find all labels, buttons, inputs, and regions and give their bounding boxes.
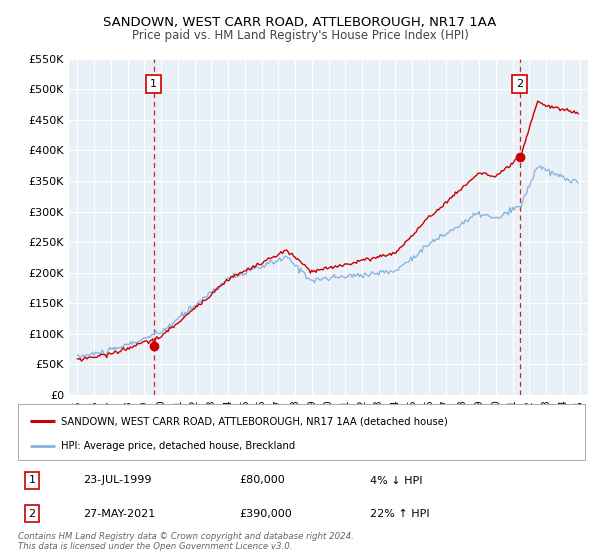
Text: Price paid vs. HM Land Registry's House Price Index (HPI): Price paid vs. HM Land Registry's House …	[131, 29, 469, 42]
Text: SANDOWN, WEST CARR ROAD, ATTLEBOROUGH, NR17 1AA (detached house): SANDOWN, WEST CARR ROAD, ATTLEBOROUGH, N…	[61, 416, 447, 426]
Text: 27-MAY-2021: 27-MAY-2021	[83, 508, 155, 519]
Text: This data is licensed under the Open Government Licence v3.0.: This data is licensed under the Open Gov…	[18, 542, 293, 550]
Text: 2: 2	[516, 79, 523, 89]
Text: SANDOWN, WEST CARR ROAD, ATTLEBOROUGH, NR17 1AA: SANDOWN, WEST CARR ROAD, ATTLEBOROUGH, N…	[103, 16, 497, 29]
Text: £390,000: £390,000	[239, 508, 292, 519]
Text: £80,000: £80,000	[239, 475, 285, 486]
Text: 2: 2	[29, 508, 36, 519]
Text: 23-JUL-1999: 23-JUL-1999	[83, 475, 152, 486]
Text: Contains HM Land Registry data © Crown copyright and database right 2024.: Contains HM Land Registry data © Crown c…	[18, 532, 354, 541]
Text: 1: 1	[29, 475, 35, 486]
Text: HPI: Average price, detached house, Breckland: HPI: Average price, detached house, Brec…	[61, 441, 295, 451]
Text: 4% ↓ HPI: 4% ↓ HPI	[370, 475, 422, 486]
Text: 22% ↑ HPI: 22% ↑ HPI	[370, 508, 429, 519]
Text: 1: 1	[150, 79, 157, 89]
